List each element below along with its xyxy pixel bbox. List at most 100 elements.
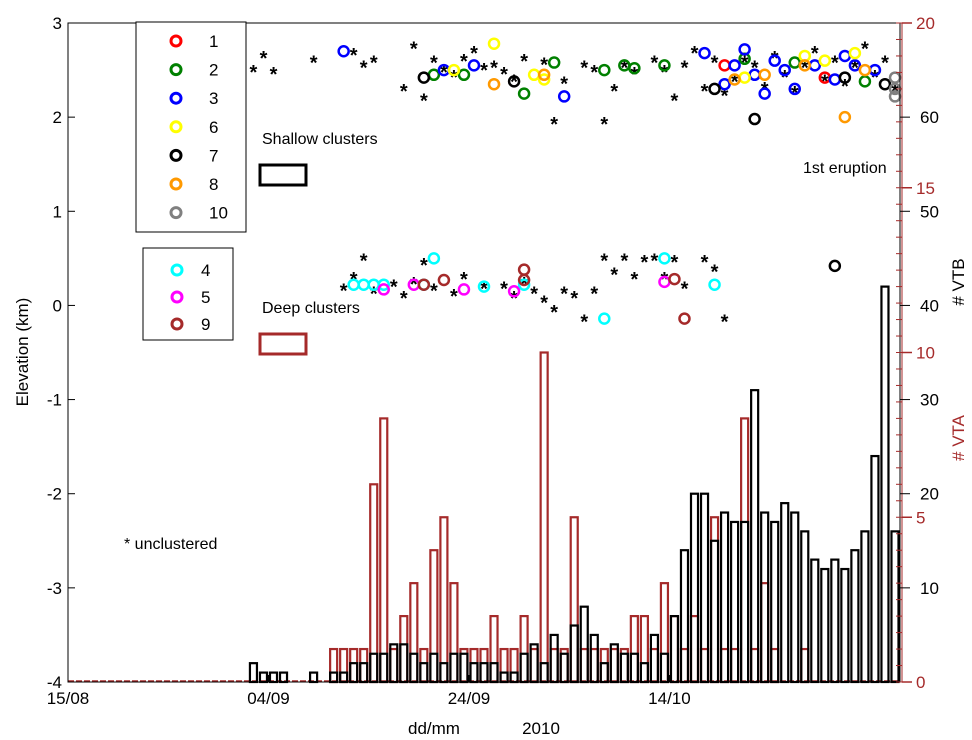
- unclustered-point: *: [500, 64, 508, 86]
- cluster-point: [517, 278, 531, 291]
- cluster-point: [708, 278, 721, 291]
- unclustered-point: *: [841, 76, 849, 98]
- cluster-point: [447, 63, 461, 77]
- cluster-point: [487, 37, 501, 50]
- cluster-point: [798, 59, 812, 72]
- unclustered-point: *: [721, 86, 729, 108]
- left-tick-label: -4: [47, 673, 62, 692]
- vtb-axis-title: # VTB: [949, 258, 968, 305]
- unclustered-point: *: [270, 64, 278, 86]
- unclustered-point: *: [310, 53, 318, 75]
- cluster-point: [658, 252, 671, 265]
- cluster-point: [557, 90, 571, 103]
- left-axis: 3 2 1 0 -1 -2 -3 -4: [47, 14, 75, 692]
- unclustered-point: *: [610, 264, 618, 286]
- left-tick-label: 3: [53, 14, 62, 33]
- unclustered-point: *: [450, 286, 458, 308]
- unclustered-point: *: [480, 60, 488, 82]
- unclustered-point: *: [370, 283, 378, 305]
- unclustered-point: *: [410, 39, 418, 61]
- unclustered-point: *: [390, 277, 398, 299]
- unclustered-point: *: [550, 114, 558, 136]
- legend-marker: [169, 63, 183, 77]
- legend-marker: [170, 317, 184, 331]
- unclustered-point: *: [420, 255, 428, 277]
- unclustered-point: *: [580, 57, 588, 79]
- cluster-point: [377, 283, 391, 296]
- unclustered-point: *: [681, 57, 689, 79]
- legend-marker: [170, 263, 184, 277]
- unclustered-point: *: [751, 57, 759, 79]
- unclustered-point: *: [560, 73, 568, 95]
- vta-tick-label: 0: [916, 673, 925, 692]
- unclustered-point: *: [711, 262, 719, 284]
- legend-marker: [169, 120, 183, 134]
- unclustered-point: *: [490, 57, 498, 79]
- cluster-point: [858, 63, 872, 77]
- cluster-point: [758, 87, 771, 100]
- cluster-point: [668, 272, 681, 286]
- cluster-point: [748, 112, 761, 126]
- legend-label: 9: [201, 315, 210, 334]
- unclustered-point: *: [620, 250, 628, 272]
- shallow-legend-box: [135, 21, 247, 233]
- unclustered-point: *: [360, 250, 368, 272]
- vtb-axis: 60 50 40 30 20 10: [900, 108, 939, 598]
- legend-label: 10: [209, 204, 228, 223]
- unclustered-point: *: [400, 288, 408, 310]
- unclustered-point: *: [691, 43, 699, 65]
- unclustered-point: *: [721, 312, 729, 334]
- unclustered-point: *: [651, 250, 659, 272]
- vtb-tick-label: 50: [920, 202, 939, 221]
- cluster-point: [537, 73, 551, 86]
- cluster-point: [718, 77, 731, 91]
- event-points: **** ** ***** * ** ** * * ** **** **** ** ********* *…: [250, 37, 902, 334]
- cluster-point: [788, 82, 801, 96]
- cluster-point: [828, 259, 842, 273]
- cluster-point: [848, 59, 862, 72]
- cluster-point: [858, 75, 872, 88]
- cluster-point: [417, 278, 431, 291]
- cluster-point: [728, 73, 741, 86]
- cluster-point: [377, 278, 391, 291]
- cluster-point: [417, 71, 431, 84]
- vtb-tick-label: 60: [920, 108, 939, 127]
- unclustered-point: *: [871, 67, 879, 89]
- cluster-point: [427, 252, 441, 265]
- vta-tick-label: 10: [916, 344, 935, 363]
- unclustered-point: *: [831, 53, 839, 75]
- unclustered-point: *: [811, 43, 819, 65]
- unclustered-point: *: [661, 269, 669, 291]
- unclustered-point: *: [681, 279, 689, 301]
- cluster-point: [698, 46, 711, 60]
- cluster-point: [547, 56, 561, 69]
- cluster-point: [758, 68, 771, 82]
- legend-label: 4: [201, 261, 210, 280]
- cluster-point: [598, 312, 611, 325]
- x-tick-label: 24/09: [448, 689, 491, 708]
- legend-marker: [169, 177, 183, 191]
- left-axis-title: Elevation (km): [13, 298, 32, 407]
- legend-label: 3: [209, 89, 218, 108]
- legend-label: 1: [209, 32, 218, 51]
- legend-label: 5: [201, 288, 210, 307]
- x-tick-label: 15/08: [47, 689, 90, 708]
- year-label: 2010: [522, 719, 560, 738]
- cluster-point: [598, 63, 611, 77]
- unclustered-point: *: [530, 283, 538, 305]
- left-tick-label: 1: [53, 202, 62, 221]
- unclustered-point: *: [851, 57, 859, 79]
- unclustered-point: *: [430, 53, 438, 75]
- unclustered-point: *: [781, 67, 789, 89]
- deep-legend-box: [142, 247, 234, 341]
- legend-label: 7: [209, 146, 218, 165]
- unclustered-point: *: [430, 280, 438, 302]
- cluster-point: [658, 59, 671, 72]
- unclustered-label: * unclustered: [124, 536, 217, 553]
- unclustered-point: *: [550, 302, 558, 324]
- x-axis-title: dd/mm: [408, 719, 460, 738]
- unclustered-point: *: [510, 71, 518, 93]
- bottom-axis: 15/08 04/09 24/09 14/10: [47, 675, 691, 708]
- cluster-point: [487, 77, 501, 91]
